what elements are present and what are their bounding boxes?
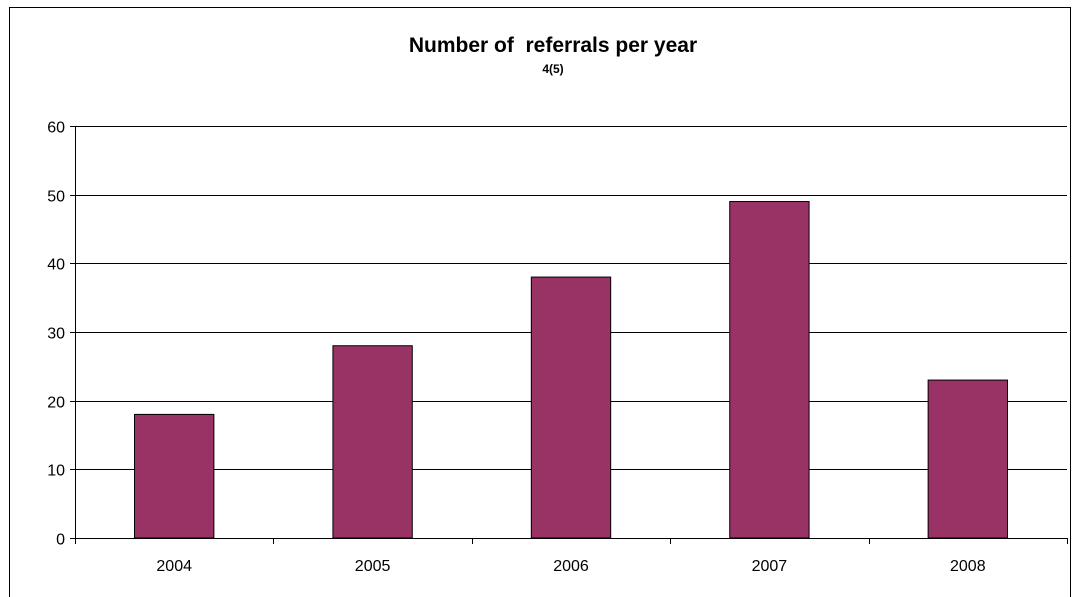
- bar-2008: [927, 379, 1008, 539]
- y-tick-label: 0: [56, 532, 65, 549]
- bar-2007: [729, 201, 810, 539]
- bar-2006: [530, 276, 612, 539]
- x-tick-label: 2006: [553, 558, 589, 575]
- bar-2004: [134, 413, 215, 539]
- chart-frame: [9, 7, 1071, 597]
- y-tick-label: 10: [47, 463, 65, 480]
- axes: [70, 126, 1068, 544]
- chart-title: Number of referrals per year: [408, 34, 698, 57]
- y-tick-label: 40: [47, 257, 65, 274]
- y-tick-label: 50: [47, 189, 65, 206]
- chart-subtitle: 4(5): [542, 62, 564, 76]
- x-tick-label: 2005: [355, 558, 391, 575]
- bar-2005: [332, 345, 413, 539]
- x-tick-label: 2008: [950, 558, 986, 575]
- y-tick-label: 30: [47, 326, 65, 343]
- x-tick-label: 2004: [156, 558, 192, 575]
- y-tick-label: 60: [47, 120, 65, 137]
- tick-labels: 0 10 20 30 40 50 60 2004 2005 2006 2007 2008: [47, 120, 985, 576]
- y-tick-label: 20: [47, 395, 65, 412]
- bars: [134, 201, 1008, 539]
- x-tick-label: 2007: [752, 558, 788, 575]
